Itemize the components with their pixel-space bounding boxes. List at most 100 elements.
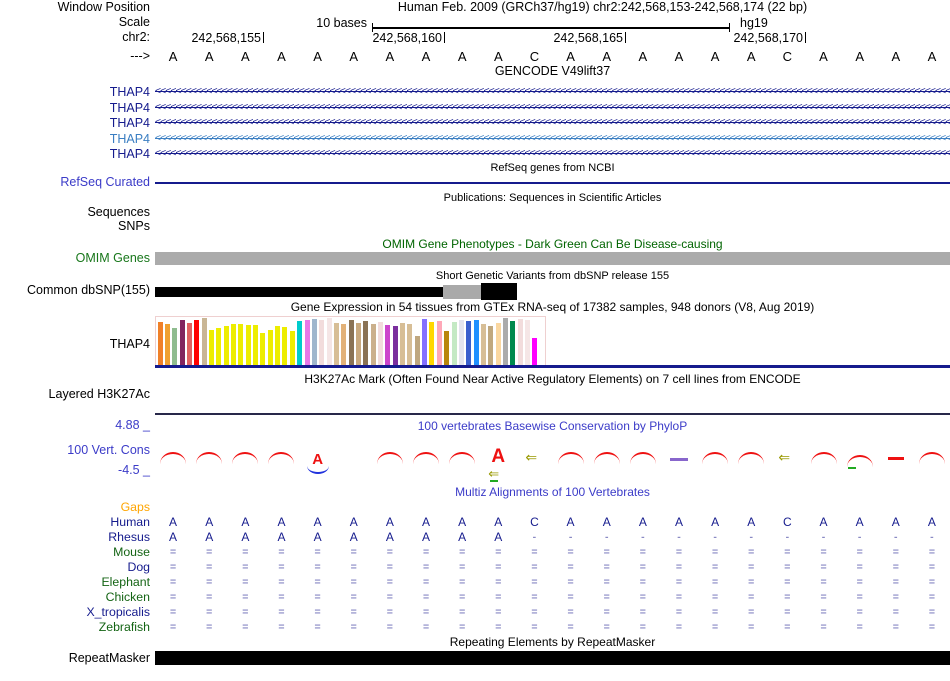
multiz-species-label[interactable]: X_tropicalis xyxy=(86,605,150,619)
multiz-row[interactable]: = = = = = = = = = = = = = = = = = = = = = = xyxy=(155,620,950,634)
gtex-bar[interactable] xyxy=(502,318,508,365)
transcript-row[interactable]: <<<<<<<<<<<<<<<<<<<<<<<<<<<<<<<<<<<<<<<<… xyxy=(155,132,950,145)
multiz-species-label[interactable]: Elephant xyxy=(101,575,150,589)
multiz-species-label[interactable]: Human xyxy=(110,515,150,529)
gtex-bar[interactable] xyxy=(466,321,472,365)
multiz-cell: = xyxy=(820,621,827,633)
gtex-bar[interactable] xyxy=(451,321,457,365)
gtex-bar[interactable] xyxy=(326,318,332,365)
gtex-bar[interactable] xyxy=(407,323,413,365)
gtex-bar[interactable] xyxy=(304,320,310,365)
snps-label[interactable]: SNPs xyxy=(118,219,150,233)
gtex-bar[interactable] xyxy=(400,322,406,365)
gtex-bar[interactable] xyxy=(480,324,486,365)
multiz-species-label[interactable]: Dog xyxy=(127,560,150,574)
gtex-bar[interactable] xyxy=(517,319,523,365)
gtex-bar[interactable] xyxy=(179,320,185,365)
gtex-bar[interactable] xyxy=(282,327,288,365)
gtex-bar[interactable] xyxy=(223,326,229,365)
cons-arc-glyph xyxy=(376,452,403,464)
gtex-bar[interactable] xyxy=(525,320,530,365)
gtex-bar[interactable] xyxy=(275,326,281,365)
gtex-bar[interactable] xyxy=(201,318,207,365)
transcript-label[interactable]: THAP4 xyxy=(109,147,150,161)
conservation-track-label[interactable]: 100 Vert. Cons xyxy=(67,443,150,457)
gtex-bar[interactable] xyxy=(458,320,464,365)
multiz-species-label[interactable]: Chicken xyxy=(105,590,150,604)
gtex-bar[interactable] xyxy=(319,320,325,365)
gtex-bar[interactable] xyxy=(245,325,251,365)
gtex-bar[interactable] xyxy=(333,322,339,365)
gtex-bar[interactable] xyxy=(510,321,516,365)
sequences-label[interactable]: Sequences xyxy=(87,205,150,219)
gtex-bar[interactable] xyxy=(495,322,501,365)
strand-direction-label[interactable]: ---> xyxy=(130,49,150,63)
gtex-bar[interactable] xyxy=(186,322,192,365)
gtex-bar[interactable] xyxy=(488,326,494,365)
multiz-row[interactable]: = = = = = = = = = = = = = = = = = = = = = = xyxy=(155,575,950,589)
dbsnp-segment[interactable] xyxy=(155,287,443,297)
transcript-label[interactable]: THAP4 xyxy=(109,132,150,146)
multiz-species-label[interactable]: Zebrafish xyxy=(98,620,150,634)
gtex-bar[interactable] xyxy=(422,319,428,365)
transcript-row[interactable]: <<<<<<<<<<<<<<<<<<<<<<<<<<<<<<<<<<<<<<<<… xyxy=(155,116,950,129)
refseq-curated-label[interactable]: RefSeq Curated xyxy=(60,175,150,189)
gtex-bar[interactable] xyxy=(216,328,222,365)
omim-genes-track[interactable] xyxy=(155,252,950,265)
transcript-row[interactable]: <<<<<<<<<<<<<<<<<<<<<<<<<<<<<<<<<<<<<<<<… xyxy=(155,85,950,98)
gtex-bar[interactable] xyxy=(260,333,266,365)
dbsnp-segment[interactable] xyxy=(443,285,481,299)
gtex-bar[interactable] xyxy=(172,328,178,365)
multiz-row[interactable] xyxy=(155,500,950,514)
gtex-bar[interactable] xyxy=(164,323,170,365)
multiz-species-label[interactable]: Gaps xyxy=(120,500,150,514)
gtex-bar[interactable] xyxy=(194,320,200,365)
transcript-label[interactable]: THAP4 xyxy=(109,116,150,130)
transcript-label[interactable]: THAP4 xyxy=(109,85,150,99)
omim-genes-label[interactable]: OMIM Genes xyxy=(75,251,150,265)
gtex-bar[interactable] xyxy=(436,320,442,365)
transcript-row[interactable]: <<<<<<<<<<<<<<<<<<<<<<<<<<<<<<<<<<<<<<<<… xyxy=(155,101,950,114)
gtex-bar[interactable] xyxy=(378,321,383,365)
gtex-bar[interactable] xyxy=(532,338,538,365)
gtex-bar[interactable] xyxy=(253,325,259,365)
gtex-bar[interactable] xyxy=(370,323,376,365)
gtex-bar[interactable] xyxy=(238,323,244,365)
gtex-bar[interactable] xyxy=(444,331,450,365)
refseq-curated-track[interactable] xyxy=(155,182,950,184)
gtex-bar[interactable] xyxy=(348,320,354,365)
multiz-row[interactable]: = = = = = = = = = = = = = = = = = = = = = = xyxy=(155,605,950,619)
gtex-bar[interactable] xyxy=(429,321,435,365)
gtex-bar[interactable] xyxy=(392,325,398,365)
gtex-bar[interactable] xyxy=(363,321,369,365)
gtex-bar[interactable] xyxy=(385,325,391,365)
gtex-gene-label[interactable]: THAP4 xyxy=(109,337,150,351)
gtex-bar[interactable] xyxy=(297,321,303,365)
transcript-label[interactable]: THAP4 xyxy=(109,101,150,115)
gtex-bar[interactable] xyxy=(311,319,317,365)
gtex-bar[interactable] xyxy=(208,329,214,365)
multiz-species-label[interactable]: Mouse xyxy=(113,545,150,559)
gtex-bar[interactable] xyxy=(341,324,347,365)
gtex-bar[interactable] xyxy=(289,331,295,365)
dbsnp-label[interactable]: Common dbSNP(155) xyxy=(27,283,150,297)
dbsnp-segment[interactable] xyxy=(481,283,517,300)
multiz-species-label[interactable]: Rhesus xyxy=(108,530,150,544)
multiz-row[interactable]: = = = = = = = = = = = = = = = = = = = = = = xyxy=(155,545,950,559)
h3k27ac-label[interactable]: Layered H3K27Ac xyxy=(48,387,150,401)
transcript-row[interactable]: <<<<<<<<<<<<<<<<<<<<<<<<<<<<<<<<<<<<<<<<… xyxy=(155,147,950,160)
gtex-bar[interactable] xyxy=(414,335,420,365)
gtex-bar[interactable] xyxy=(473,320,479,365)
gtex-bar[interactable] xyxy=(231,323,236,365)
gtex-bar[interactable] xyxy=(267,329,273,365)
conservation-track[interactable] xyxy=(155,445,950,485)
gtex-bar[interactable] xyxy=(157,321,163,365)
repeatmasker-track[interactable] xyxy=(155,651,950,665)
repeatmasker-label[interactable]: RepeatMasker xyxy=(68,651,150,665)
multiz-row[interactable]: = = = = = = = = = = = = = = = = = = = = = = xyxy=(155,590,950,604)
h3k27ac-track[interactable] xyxy=(155,413,950,415)
multiz-row[interactable]: = = = = = = = = = = = = = = = = = = = = = = xyxy=(155,560,950,574)
gtex-bar[interactable] xyxy=(355,322,361,365)
